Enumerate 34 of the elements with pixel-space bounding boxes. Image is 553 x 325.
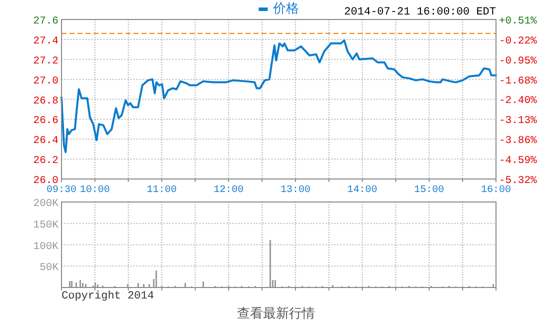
y-tick-label: 27.0 bbox=[33, 75, 58, 88]
x-tick-label: 10:00 bbox=[80, 185, 110, 196]
chart-subtitle: 2014-07-21 16:00:00 EDT bbox=[344, 6, 496, 18]
y-tick-label: 26.2 bbox=[33, 155, 58, 168]
text: 查看最新行情 bbox=[237, 306, 315, 322]
text: Copyright 2014 bbox=[62, 290, 154, 302]
y-tick-label: 27.2 bbox=[33, 55, 58, 68]
y-tick-label: 26.6 bbox=[33, 115, 58, 128]
y2-tick-label: -5.32% bbox=[499, 175, 538, 187]
y-tick-label: 150K bbox=[33, 219, 60, 232]
y-tick-label: 100K bbox=[33, 240, 60, 253]
y2-tick-label: +0.51% bbox=[499, 16, 538, 28]
x-tick-label: 09:30 bbox=[46, 185, 77, 196]
y-tick-label: 27.6 bbox=[33, 16, 58, 28]
y-tick-label: 26.4 bbox=[33, 135, 58, 148]
x-tick-label: 12:00 bbox=[214, 185, 244, 196]
y-tick-label: 200K bbox=[33, 198, 60, 210]
y2-tick-label: -3.13% bbox=[499, 115, 538, 128]
x-tick-label: 13:00 bbox=[280, 185, 310, 196]
y2-tick-label: -0.95% bbox=[499, 55, 538, 68]
y2-tick-label: -3.86% bbox=[499, 135, 538, 148]
y2-tick-label: -0.22% bbox=[499, 35, 538, 48]
x-tick-label: 16:00 bbox=[480, 185, 512, 196]
y-tick-label: 50K bbox=[40, 262, 60, 274]
legend-label: 价格 bbox=[272, 2, 299, 16]
x-tick-label: 14:00 bbox=[347, 185, 378, 196]
x-tick-label: 11:00 bbox=[146, 185, 177, 196]
y2-tick-label: -2.40% bbox=[499, 95, 538, 108]
y-tick-label: 26.0 bbox=[33, 175, 58, 187]
y-tick-label: 27.4 bbox=[33, 35, 58, 48]
y-tick-label: 26.8 bbox=[33, 95, 58, 108]
y2-tick-label: -4.59% bbox=[499, 155, 538, 168]
y2-tick-label: -1.68% bbox=[499, 75, 538, 88]
x-tick-label: 15:00 bbox=[414, 185, 444, 196]
